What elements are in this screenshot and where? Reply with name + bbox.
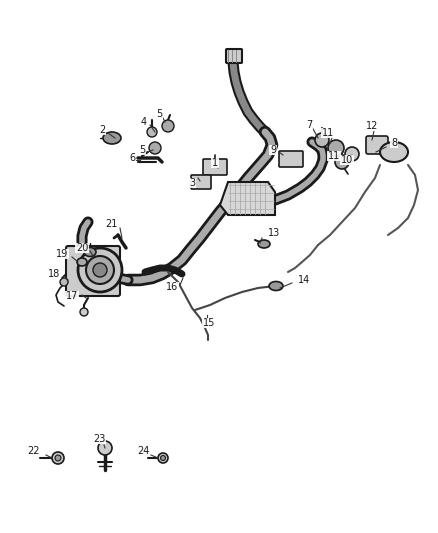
Circle shape	[162, 120, 174, 132]
Text: 14: 14	[298, 275, 310, 285]
Text: 22: 22	[28, 446, 40, 456]
Text: 21: 21	[105, 219, 117, 229]
Text: 18: 18	[48, 269, 60, 279]
Ellipse shape	[93, 263, 107, 277]
Circle shape	[80, 308, 88, 316]
Ellipse shape	[84, 247, 96, 256]
Circle shape	[52, 452, 64, 464]
Text: 7: 7	[306, 120, 312, 130]
Text: 12: 12	[366, 121, 378, 131]
Ellipse shape	[103, 132, 121, 144]
Text: 5: 5	[156, 109, 162, 119]
Text: 4: 4	[141, 117, 147, 127]
Text: 20: 20	[76, 243, 88, 253]
Circle shape	[149, 142, 161, 154]
Text: 6: 6	[129, 153, 135, 163]
Ellipse shape	[86, 256, 114, 284]
FancyBboxPatch shape	[226, 49, 242, 63]
Text: 10: 10	[341, 155, 353, 165]
Text: 24: 24	[137, 446, 149, 456]
FancyBboxPatch shape	[191, 175, 211, 189]
Circle shape	[328, 140, 344, 156]
Circle shape	[158, 453, 168, 463]
Circle shape	[55, 455, 61, 461]
FancyBboxPatch shape	[279, 151, 303, 167]
Circle shape	[160, 456, 166, 461]
Text: 9: 9	[270, 145, 276, 155]
Text: 1: 1	[212, 158, 218, 168]
Text: 19: 19	[56, 249, 68, 259]
Polygon shape	[220, 182, 275, 215]
Circle shape	[345, 147, 359, 161]
Text: 8: 8	[391, 138, 397, 148]
Text: 3: 3	[189, 178, 195, 188]
Text: 11: 11	[322, 128, 334, 138]
Text: 15: 15	[203, 318, 215, 328]
Text: 5: 5	[139, 145, 145, 155]
Ellipse shape	[258, 240, 270, 248]
Text: 13: 13	[268, 228, 280, 238]
Circle shape	[60, 278, 68, 286]
Text: 17: 17	[66, 291, 78, 301]
Text: 2: 2	[99, 125, 105, 135]
Circle shape	[335, 155, 349, 169]
Text: 11: 11	[328, 151, 340, 161]
Ellipse shape	[78, 248, 122, 292]
Ellipse shape	[380, 142, 408, 162]
Circle shape	[98, 441, 112, 455]
Circle shape	[315, 133, 329, 147]
FancyBboxPatch shape	[66, 246, 120, 296]
FancyBboxPatch shape	[203, 159, 227, 175]
Circle shape	[147, 127, 157, 137]
Ellipse shape	[77, 258, 87, 266]
Text: 16: 16	[166, 282, 178, 292]
Ellipse shape	[269, 281, 283, 290]
Text: 23: 23	[93, 434, 105, 444]
FancyBboxPatch shape	[366, 136, 388, 154]
